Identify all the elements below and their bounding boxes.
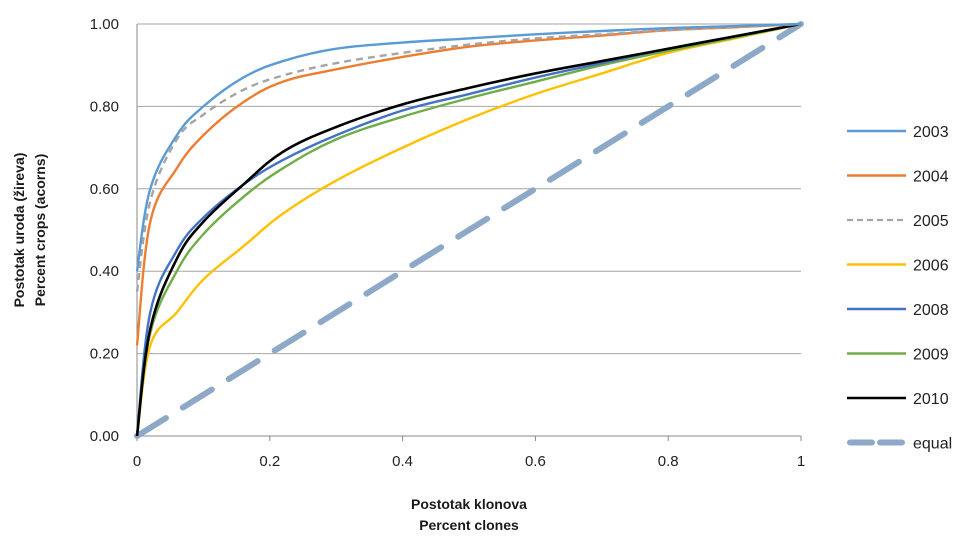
x-tick-label: 1: [797, 453, 805, 470]
x-tick-label: 0: [133, 453, 141, 470]
series-line-2005: [135, 22, 802, 292]
legend-label-2009: 2009: [913, 347, 949, 364]
y-tick-label: 0.40: [90, 263, 119, 280]
axes: [136, 24, 801, 437]
legend-label-2004: 2004: [913, 169, 949, 186]
legend-label-2003: 2003: [913, 124, 949, 141]
x-axis-title-line1: Postotak klonova: [411, 496, 527, 512]
series-line-2009: [135, 22, 802, 437]
x-tick-label: 0.4: [392, 453, 413, 470]
legend: 2003 2004 2005 2006 2008 2009 2010 equal: [847, 124, 952, 453]
legend-label-2010: 2010: [913, 391, 949, 408]
series-line-2004: [135, 22, 802, 346]
series-lines: [134, 21, 804, 439]
series-line-2006: [135, 22, 802, 437]
legend-label-2005: 2005: [913, 213, 949, 230]
y-axis-title-2: Percent crops (acorns): [32, 154, 48, 307]
y-tick-labels: 0.00 0.20 0.40 0.60 0.80 1.00: [90, 16, 119, 445]
y-tick-label: 0.80: [90, 98, 119, 115]
x-axis-title-line2: Percent clones: [419, 517, 519, 533]
y-axis-title-line2: Percent crops (acorns): [32, 154, 48, 307]
x-tick-label: 0.6: [525, 453, 546, 470]
series-line-2010: [135, 22, 802, 437]
legend-label-2006: 2006: [913, 258, 949, 275]
y-tick-label: 0.20: [90, 346, 119, 363]
legend-label-equal: equal: [913, 436, 952, 453]
y-tick-label: 1.00: [90, 16, 119, 33]
y-axis-title: Postotak uroda (žireva): [11, 153, 27, 308]
x-tick-label: 0.2: [259, 453, 280, 470]
legend-label-2008: 2008: [913, 302, 949, 319]
series-line-equal: [134, 21, 804, 439]
y-tick-label: 0.00: [90, 428, 119, 445]
x-tick-label: 0.8: [658, 453, 679, 470]
x-tick-labels: 0 0.2 0.4 0.6 0.8 1: [133, 436, 805, 470]
y-tick-label: 0.60: [90, 181, 119, 198]
y-axis-title-line1: Postotak uroda (žireva): [11, 153, 27, 308]
series-line-2003: [135, 22, 802, 272]
gridlines: [137, 23, 801, 355]
